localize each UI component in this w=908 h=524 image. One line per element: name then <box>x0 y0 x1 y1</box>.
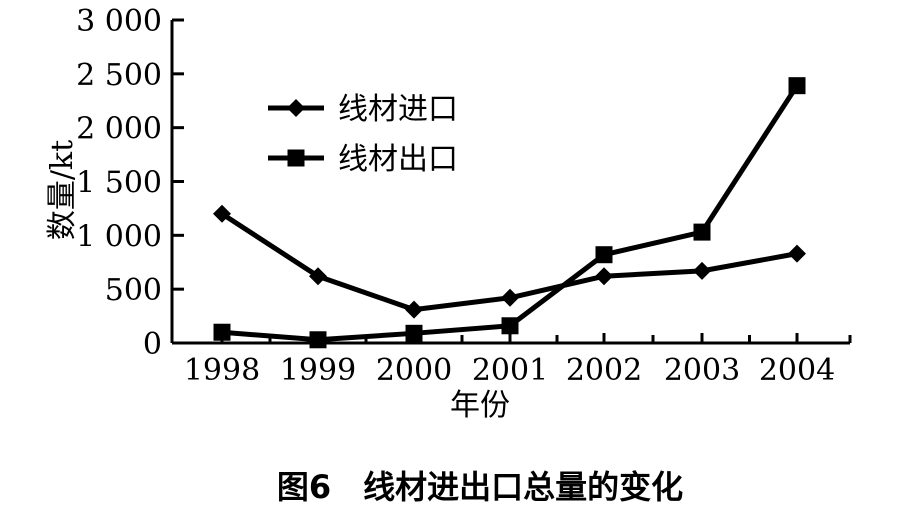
y-tick-label: 500 <box>105 273 162 308</box>
data-point-square <box>693 223 711 241</box>
data-point-square <box>213 323 231 341</box>
data-point-diamond <box>213 204 231 223</box>
x-tick-label: 2001 <box>472 353 548 388</box>
legend-marker-square <box>287 149 305 167</box>
data-point-square <box>501 317 519 335</box>
data-point-diamond <box>501 288 519 307</box>
x-axis-title: 年份 <box>450 388 510 423</box>
x-tick-label: 1998 <box>184 353 260 388</box>
legend-label: 线材进口 <box>338 92 458 127</box>
y-tick-label: 2 500 <box>76 58 162 93</box>
data-point-square <box>595 246 613 264</box>
data-point-diamond <box>693 261 711 280</box>
data-point-square <box>405 324 423 342</box>
chart-series <box>213 77 806 349</box>
data-point-square <box>788 77 806 95</box>
legend-label: 线材出口 <box>338 142 458 177</box>
x-tick-label: 1999 <box>280 353 356 388</box>
y-tick-label: 2 000 <box>76 112 162 147</box>
series-2 <box>213 77 806 349</box>
y-axis-title: 数量/kt <box>45 140 80 240</box>
legend-marker-diamond <box>287 99 305 117</box>
data-point-diamond <box>309 267 327 286</box>
data-point-diamond <box>405 300 423 319</box>
x-tick-label: 2002 <box>566 353 642 388</box>
y-tick-label: 0 <box>143 327 162 362</box>
x-tick-label: 2003 <box>664 353 740 388</box>
data-point-diamond <box>788 244 806 263</box>
chart-ticks: 0 500 1 000 1 500 2 000 2 500 3 000 1998 1999 200… <box>76 4 852 388</box>
data-point-diamond <box>595 267 613 286</box>
figure-caption: 图6 线材进出口总量的变化 <box>277 468 683 506</box>
x-tick-label: 2000 <box>376 353 452 388</box>
data-point-square <box>309 331 327 349</box>
y-tick-label: 1 500 <box>76 166 162 201</box>
y-tick-label: 3 000 <box>76 4 162 39</box>
x-tick-label: 2004 <box>759 353 835 388</box>
series-1 <box>213 204 806 319</box>
y-tick-label: 1 000 <box>76 219 162 254</box>
